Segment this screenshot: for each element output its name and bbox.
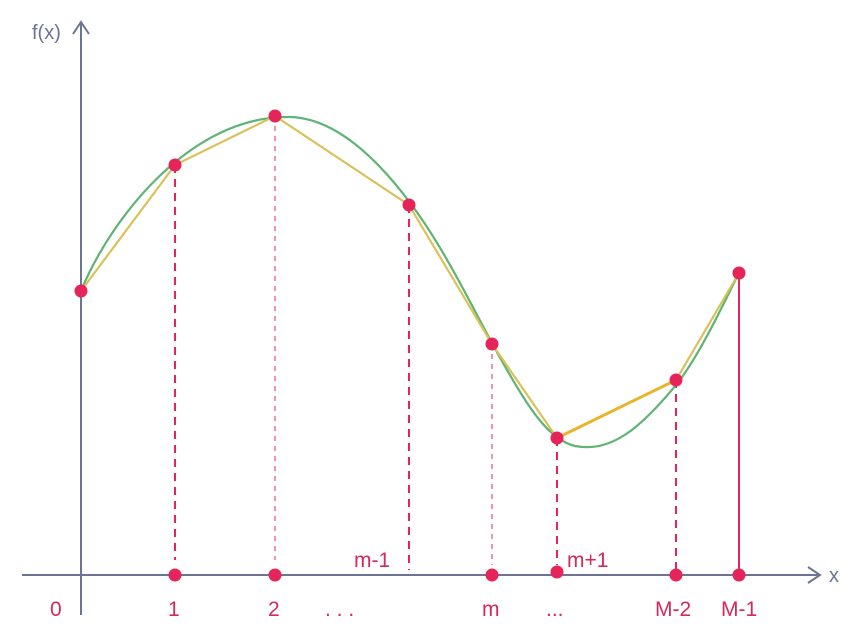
tick-label-0: 0: [50, 598, 62, 621]
highlight-segment: [556, 378, 677, 440]
axis-point-1: [168, 568, 182, 582]
axis-point-m+1: [550, 565, 564, 579]
sample-points: [74, 109, 746, 445]
tick-label-2: 2: [268, 598, 280, 621]
sample-point-2: [268, 109, 282, 123]
tick-label-m-1: m-1: [354, 549, 390, 572]
sample-point-1: [168, 158, 182, 172]
tick-label-ellipsis-1: . . .: [325, 598, 354, 621]
sample-point-M-1: [732, 266, 746, 280]
sample-point-M-2: [669, 373, 683, 387]
sample-point-m: [485, 337, 499, 351]
x-axis-label: x: [829, 565, 839, 587]
tick-label-ellipsis-2: ...: [546, 598, 564, 621]
tick-labels: 0 1 2 . . . m-1 m ... m+1 M-2 M-1: [50, 549, 757, 621]
x-axis-arrowhead: [807, 566, 822, 584]
y-axis-label: f(x): [32, 22, 61, 44]
axes: f(x) x: [22, 20, 839, 615]
drop-lines: [174, 116, 740, 575]
y-axis-arrowhead: [72, 20, 90, 35]
axis-point-m: [485, 568, 499, 582]
sample-point-m-1: [402, 198, 416, 212]
tick-label-M-2: M-2: [655, 598, 691, 621]
axis-point-M-2: [669, 568, 683, 582]
axis-point-M-1: [732, 568, 746, 582]
tick-label-M-1: M-1: [721, 598, 757, 621]
axis-point-2: [268, 568, 282, 582]
tick-label-m: m: [482, 598, 500, 621]
axis-points: [168, 565, 746, 582]
sample-point-m+1: [550, 431, 564, 445]
tick-label-m+1: m+1: [567, 549, 608, 572]
tick-label-1: 1: [168, 598, 180, 621]
sample-point-0: [74, 284, 88, 298]
